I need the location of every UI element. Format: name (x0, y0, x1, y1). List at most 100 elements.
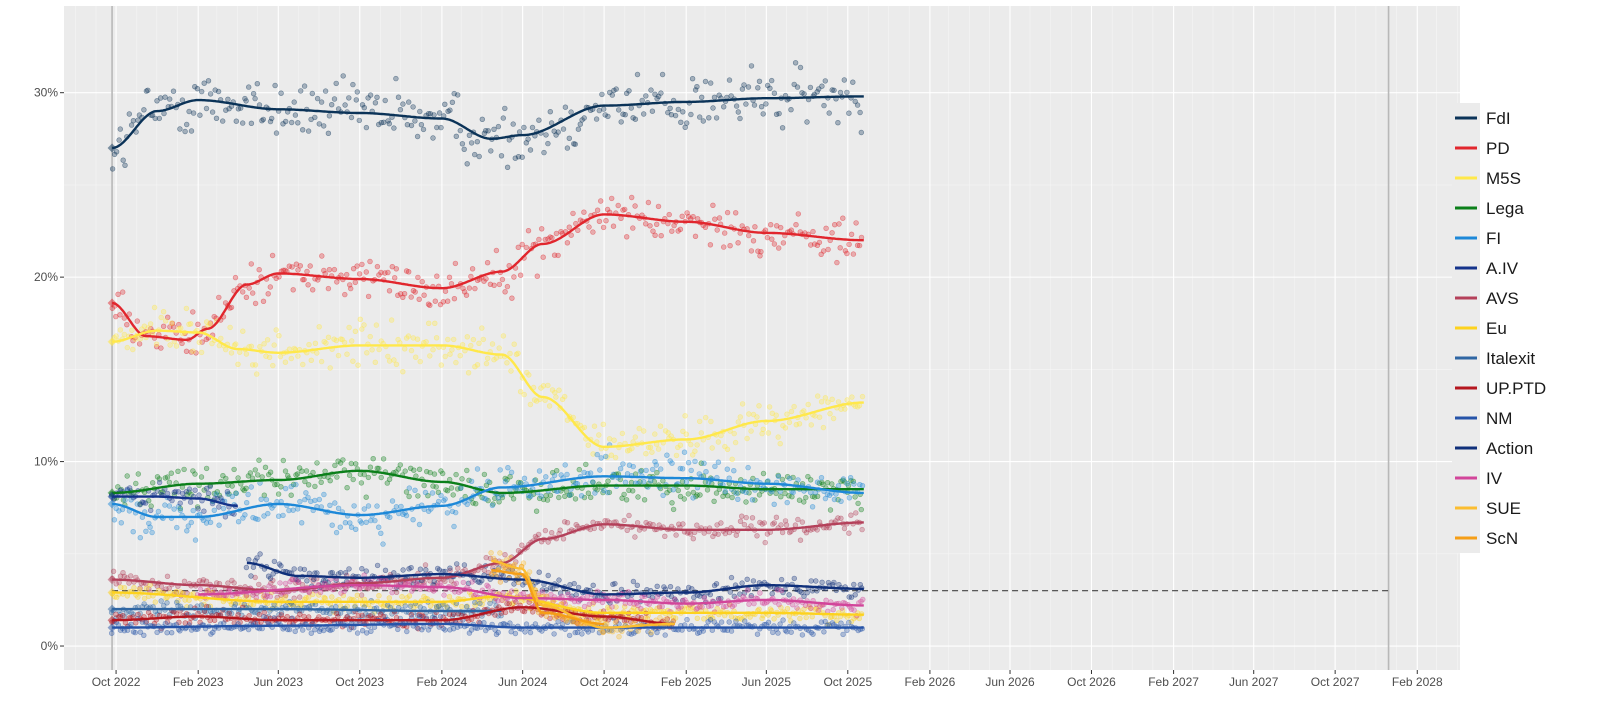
poll-point (553, 468, 560, 474)
poll-point (333, 529, 340, 536)
poll-point (706, 115, 712, 121)
poll-point (438, 362, 444, 368)
poll-point (352, 279, 358, 286)
poll-point (440, 470, 446, 477)
poll-point (175, 468, 181, 474)
poll-point (117, 126, 124, 132)
poll-point (162, 620, 169, 627)
poll-point (760, 470, 767, 477)
x-tick-label: Oct 2024 (580, 675, 629, 689)
poll-point (421, 292, 427, 298)
poll-point (465, 370, 472, 376)
poll-point (327, 502, 333, 508)
poll-point (344, 351, 350, 357)
poll-point (803, 494, 809, 501)
poll-point (775, 245, 782, 251)
poll-point (702, 414, 709, 421)
poll-point (839, 605, 845, 611)
poll-point (621, 491, 627, 498)
poll-point (355, 362, 361, 368)
poll-point (253, 595, 259, 601)
poll-point (517, 272, 524, 278)
poll-point (331, 96, 338, 102)
poll-point (835, 399, 842, 405)
poll-point (329, 594, 335, 600)
poll-point (120, 157, 126, 163)
poll-point (676, 521, 682, 527)
poll-point (483, 554, 489, 561)
poll-point (250, 564, 257, 570)
poll-point (481, 471, 488, 478)
poll-point (583, 461, 589, 468)
poll-point (735, 240, 741, 246)
poll-point (809, 504, 816, 510)
poll-point (610, 223, 617, 229)
poll-point (340, 73, 346, 79)
poll-point (731, 468, 737, 474)
poll-point (704, 487, 711, 493)
poll-point (453, 580, 459, 586)
poll-point (432, 298, 438, 304)
poll-point (626, 88, 632, 94)
poll-point (779, 529, 786, 536)
poll-point (701, 460, 707, 466)
poll-point (329, 626, 335, 633)
poll-point (609, 92, 615, 98)
poll-point (511, 341, 517, 347)
poll-point (372, 100, 379, 106)
poll-point (359, 102, 366, 108)
poll-point (754, 414, 760, 420)
poll-point (707, 242, 714, 248)
poll-point (677, 493, 684, 500)
poll-point (476, 340, 482, 346)
poll-point (282, 468, 289, 474)
poll-point (831, 579, 837, 586)
poll-point (283, 118, 289, 125)
poll-point (121, 331, 128, 338)
poll-point (481, 567, 487, 573)
poll-point (525, 136, 531, 142)
poll-point (349, 338, 355, 344)
poll-point (813, 578, 819, 584)
poll-point (496, 281, 503, 288)
poll-point (808, 422, 814, 428)
poll-point (135, 117, 141, 123)
poll-point (563, 618, 569, 624)
poll-point (417, 613, 423, 620)
poll-point (536, 569, 542, 575)
poll-point (641, 497, 648, 503)
poll-point (468, 478, 475, 484)
poll-point (240, 120, 246, 126)
poll-point (677, 226, 684, 233)
poll-point (807, 489, 814, 496)
poll-point (269, 252, 276, 259)
poll-point (444, 510, 451, 516)
poll-point (484, 260, 491, 266)
poll-point (162, 318, 169, 324)
poll-point (829, 230, 835, 236)
poll-point (302, 478, 308, 485)
poll-point (788, 629, 794, 635)
poll-point (673, 532, 679, 538)
poll-point (160, 309, 167, 315)
poll-point (453, 133, 459, 140)
poll-point (803, 529, 810, 536)
poll-point (823, 225, 829, 232)
poll-point (118, 520, 125, 526)
poll-point (417, 358, 423, 365)
poll-point (741, 521, 748, 528)
poll-point (826, 524, 832, 531)
poll-point (278, 484, 284, 490)
poll-point (710, 202, 716, 209)
poll-point (694, 615, 700, 621)
poll-point (155, 508, 162, 515)
poll-point (844, 250, 850, 257)
poll-point (500, 333, 507, 339)
poll-point (322, 270, 328, 277)
poll-point (747, 614, 753, 620)
poll-point (414, 336, 421, 342)
poll-point (731, 430, 737, 437)
series-points (108, 442, 866, 547)
poll-point (783, 522, 790, 528)
poll-point (611, 437, 617, 443)
